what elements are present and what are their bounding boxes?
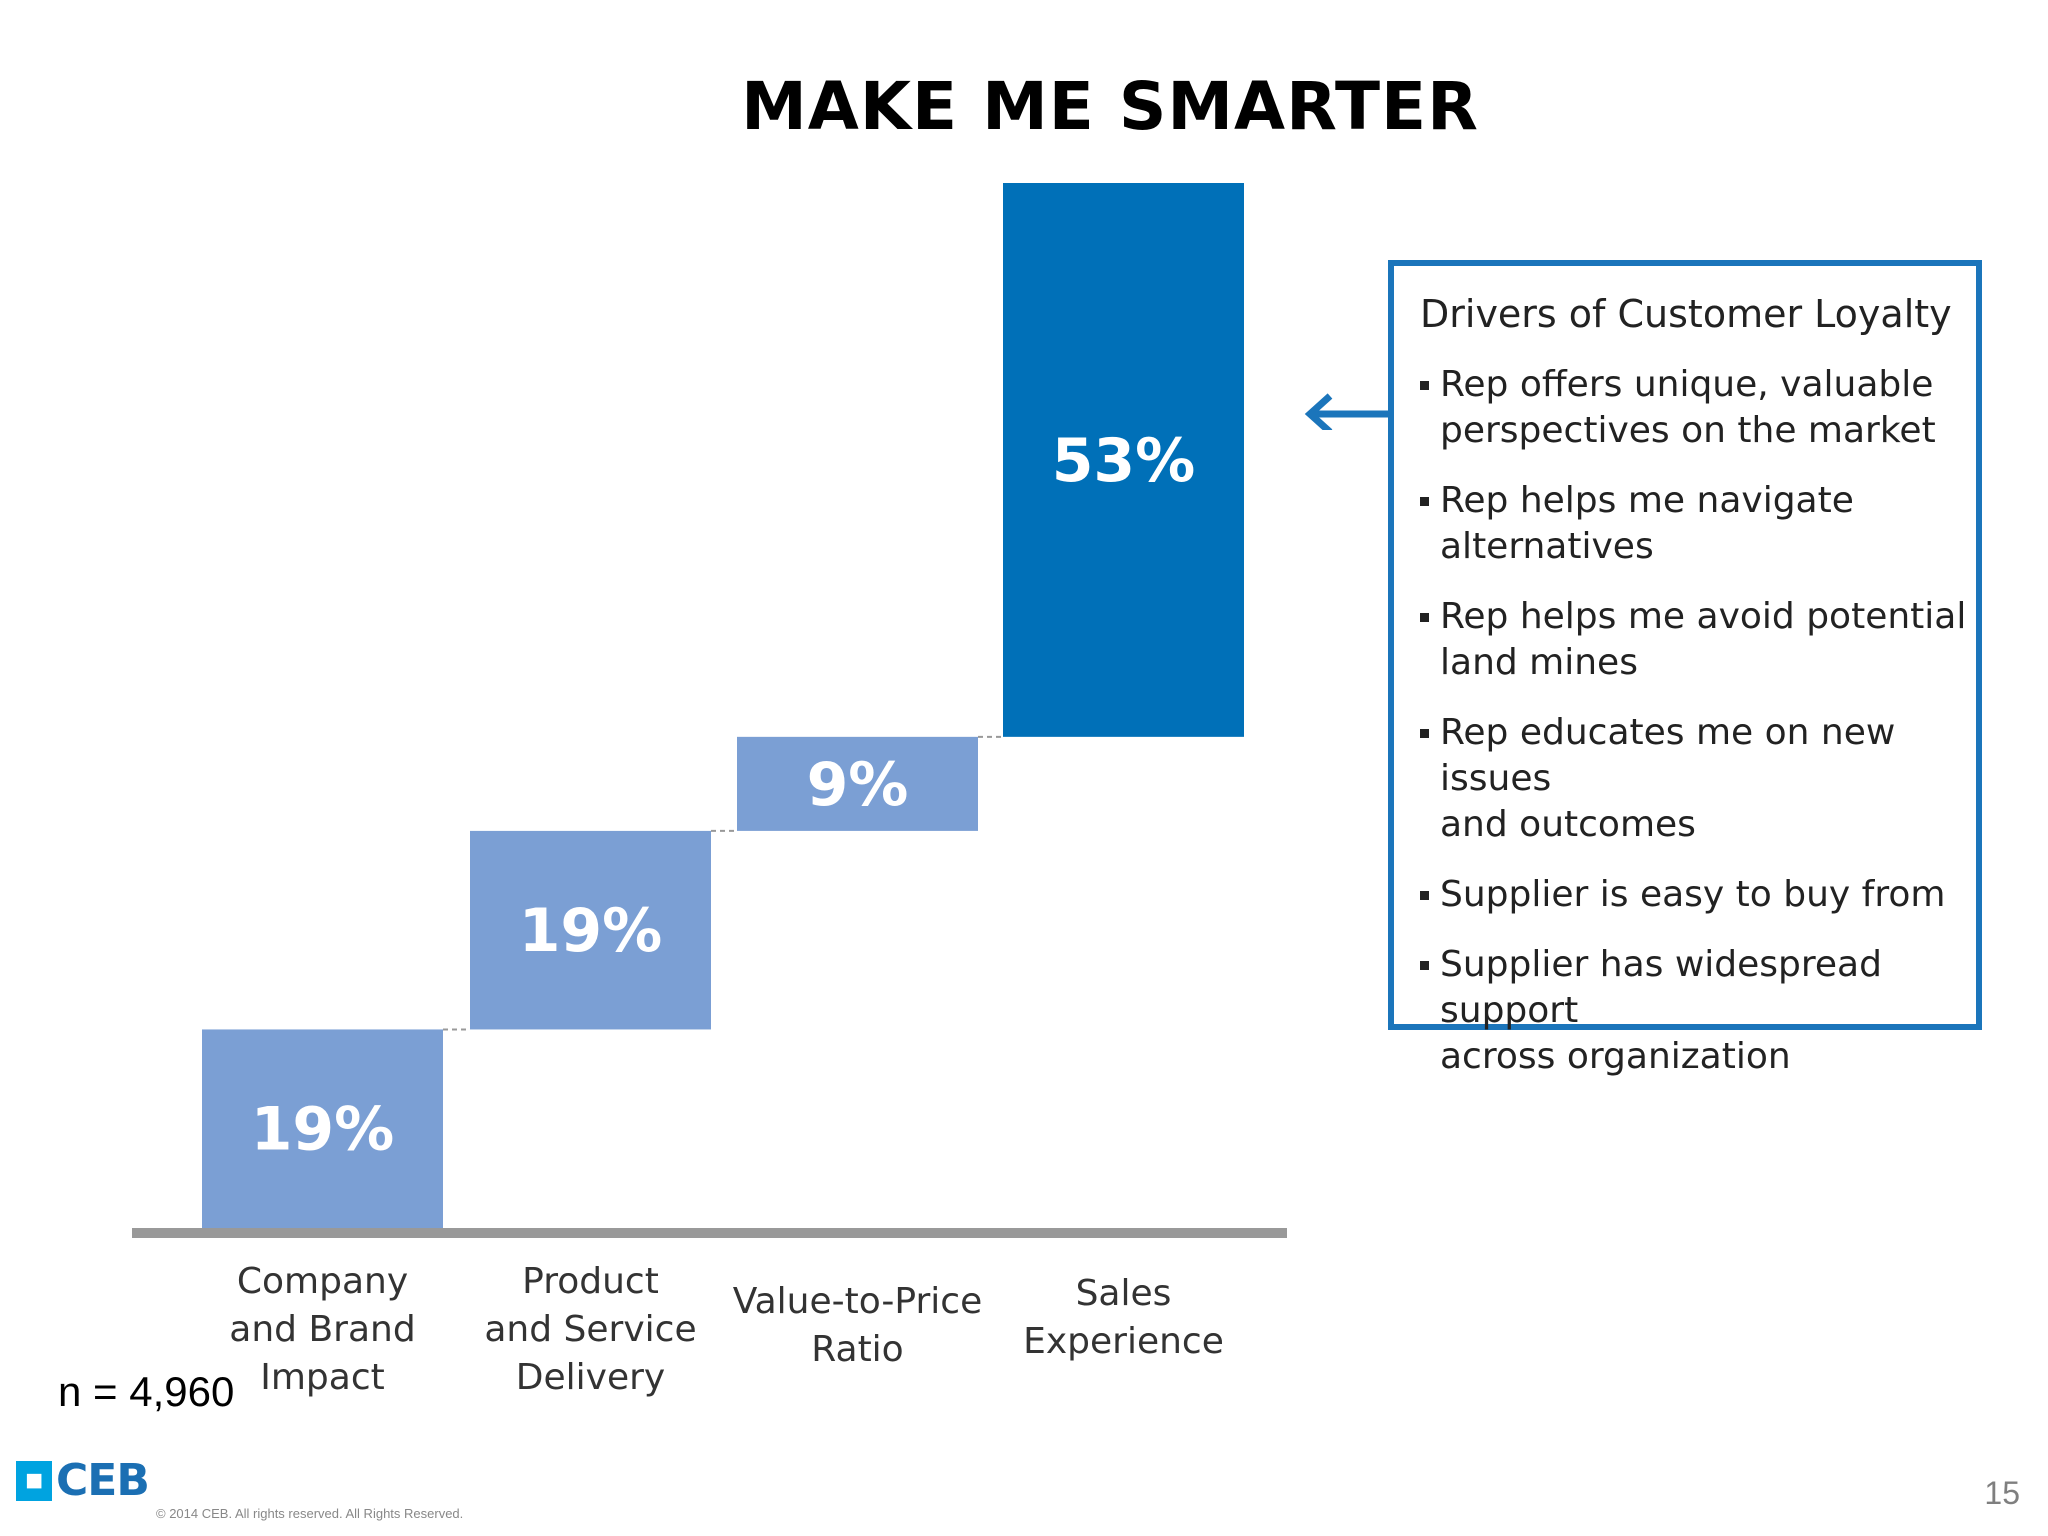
- legend-item: Rep educates me on new issues and outcom…: [1420, 710, 1976, 848]
- category-label: Company and Brand Impact: [229, 1261, 416, 1398]
- legend-list: Rep offers unique, valuable perspectives…: [1420, 362, 1976, 1080]
- bar: [1003, 183, 1244, 737]
- legend-item: Rep offers unique, valuable perspectives…: [1420, 362, 1976, 454]
- bar-value-label: 19%: [519, 896, 663, 966]
- ceb-logo: ■ CEB: [16, 1455, 150, 1506]
- legend-title: Drivers of Customer Loyalty: [1420, 292, 1952, 336]
- x-axis-line: [132, 1228, 1287, 1238]
- bar-value-label: 19%: [251, 1095, 395, 1165]
- copyright: © 2014 CEB. All rights reserved. All Rig…: [156, 1506, 464, 1521]
- category-label: Product and Service Delivery: [484, 1261, 697, 1398]
- waterfall-chart: 19% 19% 9% 53%: [132, 183, 1287, 1238]
- logo-text: CEB: [56, 1455, 150, 1506]
- arrow-left-icon: [1304, 393, 1390, 430]
- legend-item: Rep helps me navigate alternatives: [1420, 478, 1976, 570]
- legend-item: Supplier has widespread support across o…: [1420, 942, 1976, 1080]
- loyalty-drivers-box: Drivers of Customer Loyalty Rep offers u…: [1388, 260, 1982, 1077]
- bar-value-label: 53%: [1052, 426, 1196, 496]
- bar: [202, 1029, 443, 1228]
- bar: [470, 830, 711, 1030]
- legend-item: Rep helps me avoid potential land mines: [1420, 594, 1976, 686]
- legend-item: Supplier is easy to buy from: [1420, 872, 1976, 918]
- category-label: Sales Experience: [1023, 1273, 1224, 1362]
- bar: [737, 736, 978, 831]
- building-icon: ■: [16, 1460, 52, 1501]
- page-number: 15: [1984, 1475, 2020, 1511]
- sample-size: n = 4,960: [58, 1368, 235, 1415]
- category-label: Value-to-Price Ratio: [732, 1281, 983, 1370]
- bar-value-label: 9%: [807, 750, 909, 820]
- page-title: MAKE ME SMARTER: [741, 68, 1479, 145]
